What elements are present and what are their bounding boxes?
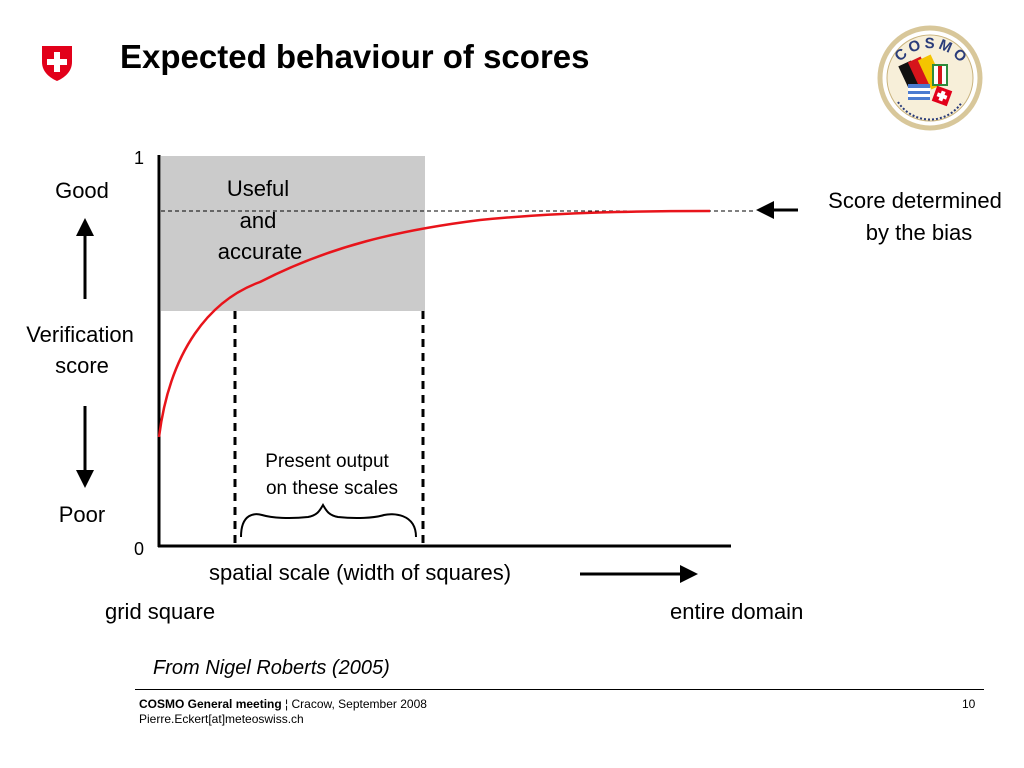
box-label-accurate: accurate: [218, 239, 302, 264]
source-credit: From Nigel Roberts (2005): [153, 657, 390, 679]
x-axis-label: spatial scale (width of squares): [209, 560, 511, 585]
label-verification: Verification: [26, 322, 134, 347]
score-curve: [157, 209, 711, 438]
y-top-tick-label: 1: [134, 148, 144, 168]
footer-separator: ¦: [281, 697, 292, 711]
label-score: score: [55, 353, 109, 378]
footer-meeting: COSMO General meeting ¦ Cracow, Septembe…: [139, 697, 427, 711]
cosmo-consortium-logo: COSMO: [877, 25, 983, 131]
label-good: Good: [55, 178, 109, 203]
footer-email: Pierre.Eckert[at]meteoswiss.ch: [139, 712, 304, 726]
x-left-label: grid square: [105, 599, 215, 624]
box-label-and: and: [240, 208, 277, 233]
bias-label-line2: by the bias: [866, 220, 972, 245]
present-output-brace: [240, 503, 417, 538]
present-output-line1: Present output: [265, 451, 389, 472]
page-title: Expected behaviour of scores: [120, 38, 590, 75]
box-label-useful: Useful: [227, 176, 289, 201]
footer-meeting-name: COSMO General meeting: [139, 697, 282, 711]
label-poor: Poor: [59, 502, 105, 527]
page-number: 10: [962, 697, 976, 711]
footer-divider: [135, 689, 984, 690]
useful-accurate-region: [161, 156, 425, 311]
bias-label-line1: Score determined: [828, 188, 1002, 213]
present-output-line2: on these scales: [266, 478, 398, 499]
x-right-label: entire domain: [670, 599, 803, 624]
swiss-shield-icon: [42, 46, 72, 81]
footer-meeting-place: Cracow, September 2008: [291, 697, 427, 711]
y-bottom-tick-label: 0: [134, 539, 144, 559]
